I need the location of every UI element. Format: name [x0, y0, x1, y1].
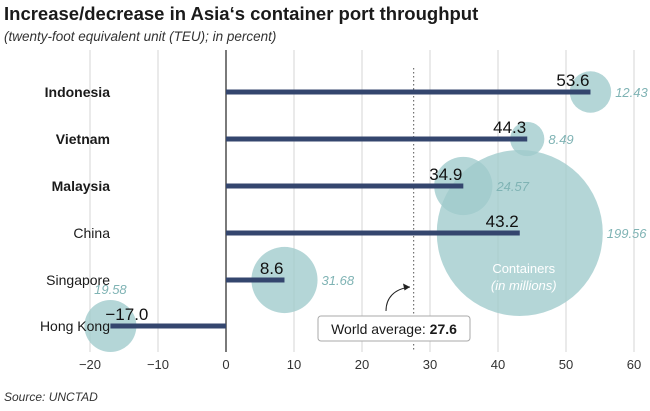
x-tick-label: 20: [355, 357, 369, 372]
bar: [226, 277, 285, 283]
value-label: 44.3: [493, 118, 526, 137]
annotation-arrow-line: [385, 286, 411, 312]
value-label: 34.9: [429, 165, 462, 184]
bubble-value-label: 8.49: [548, 132, 573, 147]
chart-source: Source: UNCTAD: [4, 390, 98, 404]
value-label: −17.0: [105, 305, 148, 324]
bubble-value-label: 24.57: [495, 179, 529, 194]
bar: [226, 230, 520, 236]
x-tick-label: 10: [287, 357, 301, 372]
world-average-label-text: World average:: [331, 321, 430, 337]
chart-title: Increase/decrease in Asia‘s container po…: [4, 3, 479, 24]
chart-subtitle: (twenty-foot equivalent unit (TEU); in p…: [4, 29, 277, 44]
value-label: 53.6: [556, 71, 589, 90]
bubble-value-label: 31.68: [322, 273, 355, 288]
x-tick-label: 60: [627, 357, 641, 372]
category-label: Malaysia: [52, 178, 111, 194]
x-tick-label: −10: [147, 357, 169, 372]
annotation-arrow-head: [403, 283, 410, 291]
bubble-legend-subtitle: (in millions): [491, 278, 557, 293]
category-label: Singapore: [46, 272, 110, 288]
x-tick-label: 50: [559, 357, 573, 372]
world-average-label: World average: 27.6: [331, 321, 457, 337]
value-label: 8.6: [260, 259, 284, 278]
bubble-legend-title: Containers: [492, 261, 555, 276]
bar: [226, 136, 528, 142]
bubble-value-label: 19.58: [94, 282, 127, 297]
world-average-value: 27.6: [430, 321, 457, 337]
x-tick-label: 40: [491, 357, 505, 372]
category-label: China: [73, 225, 110, 241]
category-label: Hong Kong: [40, 318, 110, 334]
bar: [226, 183, 464, 189]
annotation-box: [317, 315, 471, 342]
x-tick-label: 30: [423, 357, 437, 372]
bubble-value-label: 199.56: [607, 226, 648, 241]
category-label: Vietnam: [56, 131, 110, 147]
bubble-value-label: 12.43: [615, 85, 648, 100]
category-label: Indonesia: [45, 84, 111, 100]
x-tick-label: 0: [222, 357, 229, 372]
bar: [110, 323, 226, 329]
bar: [226, 89, 591, 95]
value-label: 43.2: [486, 212, 519, 231]
x-tick-label: −20: [79, 357, 101, 372]
